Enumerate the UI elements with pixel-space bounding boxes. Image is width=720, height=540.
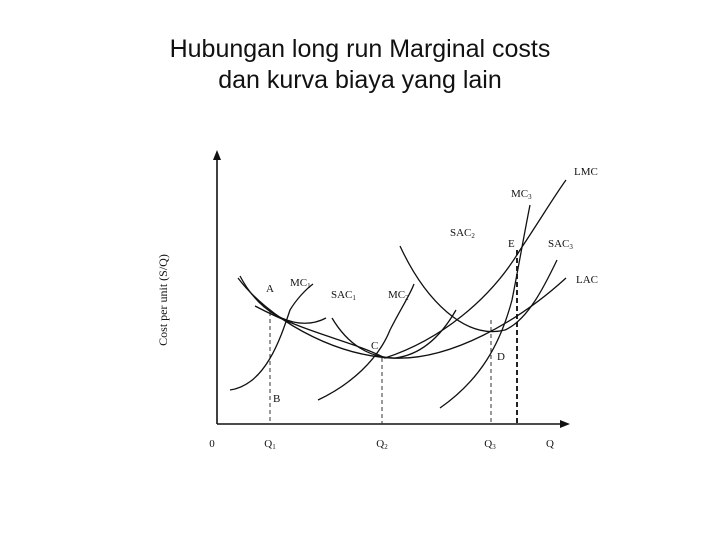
mc2-curve — [317, 283, 415, 401]
lac-label: LAC — [576, 274, 598, 286]
y-axis-arrowhead — [213, 150, 221, 160]
sac3-label: SAC3 — [548, 238, 573, 251]
point-a-label: A — [266, 283, 274, 295]
sac1-label: SAC1 — [331, 289, 356, 302]
mc1-curve — [229, 283, 314, 391]
x-tick-q3: Q3 — [484, 438, 496, 451]
slide-title: Hubungan long run Marginal costs dan kur… — [0, 34, 720, 96]
mc3-curve — [439, 204, 531, 409]
mc3-label: MC3 — [511, 188, 532, 201]
sac3-curve — [399, 245, 558, 333]
lmc-label: LMC — [574, 166, 598, 178]
x-axis-label: Q — [546, 438, 554, 450]
x-tick-q2: Q2 — [376, 438, 388, 451]
point-c-label: C — [371, 340, 378, 352]
title-line-2: dan kurva biaya yang lain — [218, 66, 502, 94]
x-tick-q1: Q1 — [264, 438, 276, 451]
y-axis-label: Cost per unit (S/Q) — [156, 254, 170, 346]
mc2-label: MC2 — [388, 289, 409, 302]
origin-label: 0 — [209, 438, 215, 450]
title-line-1: Hubungan long run Marginal costs — [169, 35, 551, 63]
sac1-curve — [239, 275, 327, 324]
point-d-label: D — [497, 351, 505, 363]
point-e-label: E — [508, 238, 515, 250]
point-b-label: B — [273, 393, 280, 405]
x-axis-arrowhead — [560, 420, 570, 428]
lmc-curve — [254, 179, 567, 359]
sac2-label: SAC2 — [450, 227, 475, 240]
mc1-label: MC1 — [290, 277, 311, 290]
